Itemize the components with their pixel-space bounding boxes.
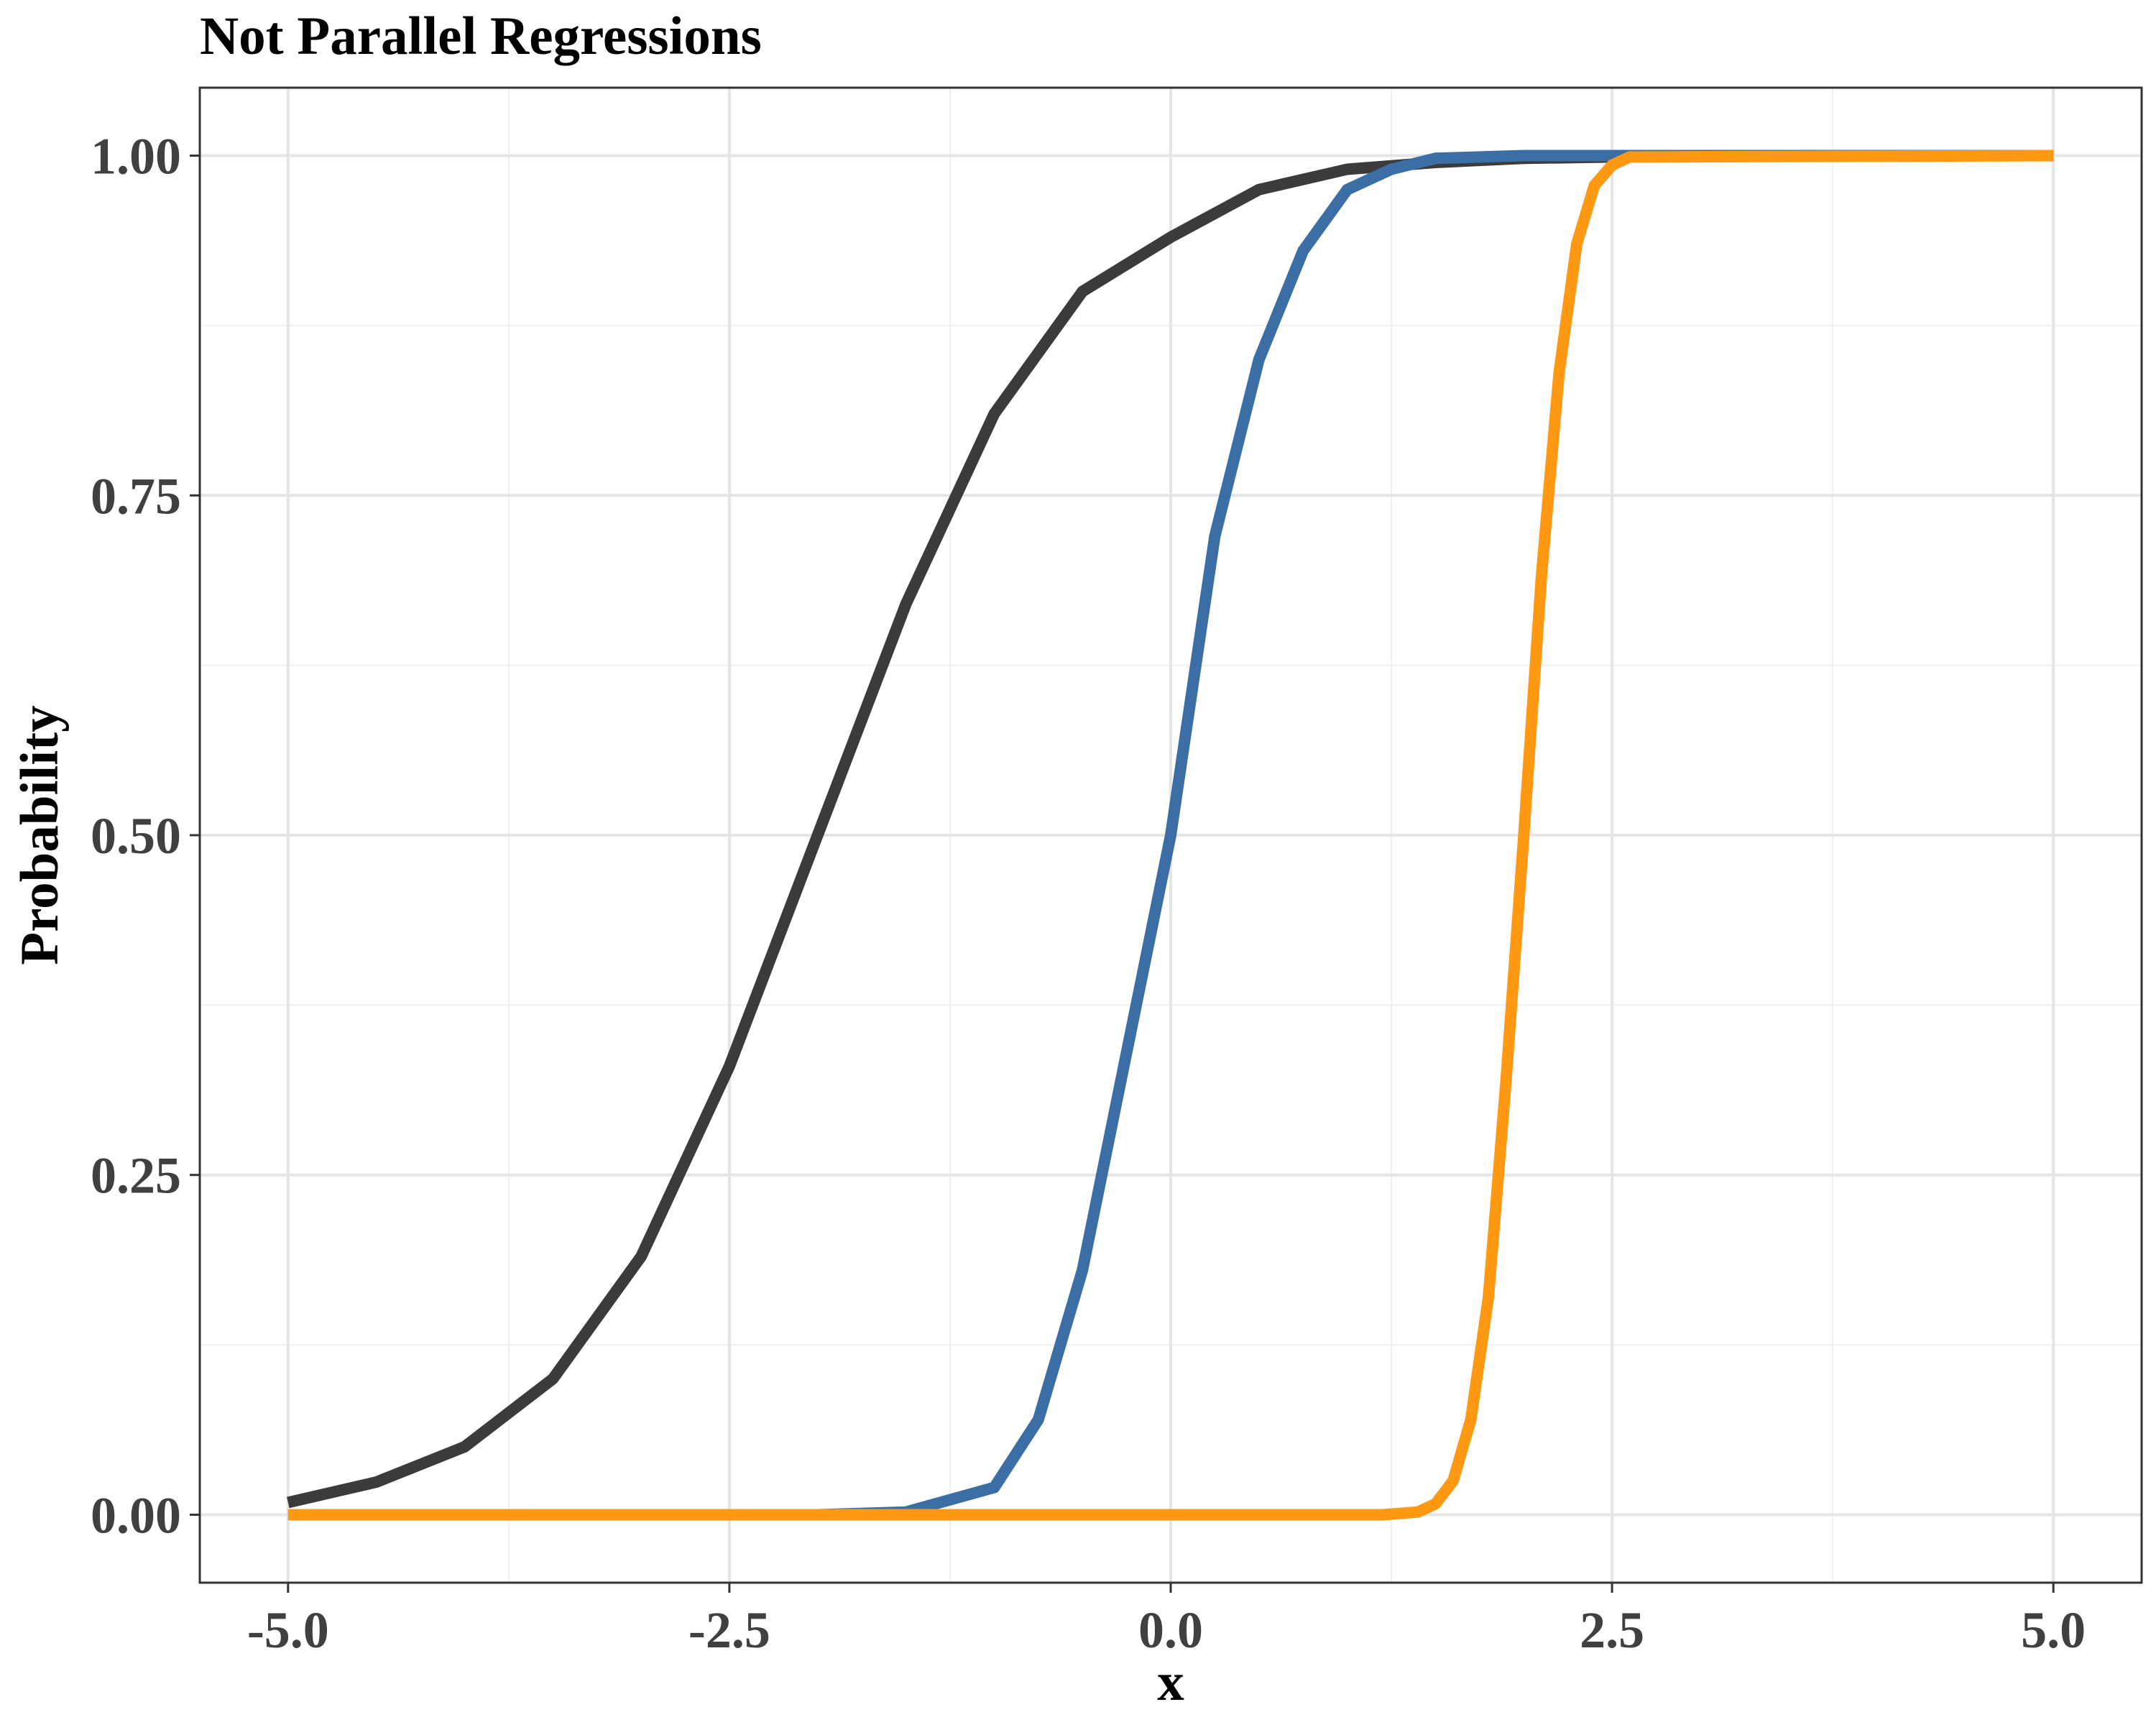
y-axis-label: Probability	[10, 705, 70, 965]
x-axis-label: x	[1157, 1652, 1184, 1712]
series-layer	[287, 150, 2054, 1521]
series-line-2	[287, 150, 2054, 1521]
y-tick-label: 0.00	[91, 1486, 181, 1544]
y-axis: 0.00 0.25 0.50 0.75 1.00	[91, 128, 200, 1544]
x-tick-label: 2.5	[1580, 1601, 1644, 1659]
series-line-3	[287, 150, 2054, 1521]
y-tick-label: 0.75	[91, 467, 181, 525]
chart-title: Not Parallel Regressions	[200, 6, 762, 66]
x-tick-label: -2.5	[688, 1601, 770, 1659]
y-tick-label: 1.00	[91, 128, 181, 185]
x-tick-label: 5.0	[2021, 1601, 2086, 1659]
y-tick-label: 0.50	[91, 807, 181, 865]
x-tick-label: 0.0	[1138, 1601, 1203, 1659]
y-tick-label: 0.25	[91, 1147, 181, 1205]
x-tick-label: -5.0	[247, 1601, 329, 1659]
x-axis: -5.0 -2.5 0.0 2.5 5.0	[247, 1583, 2086, 1659]
